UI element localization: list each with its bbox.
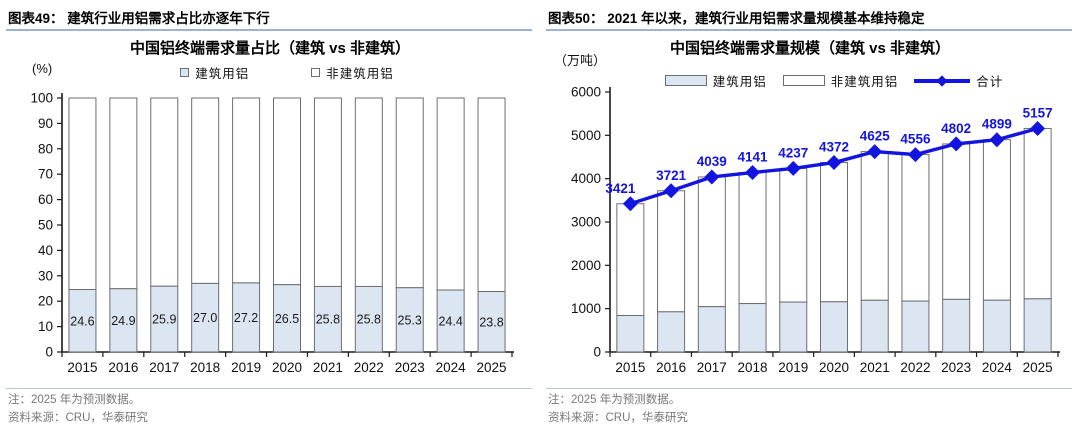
- svg-text:3000: 3000: [571, 215, 601, 230]
- svg-text:30: 30: [38, 268, 53, 283]
- svg-text:6000: 6000: [571, 85, 601, 100]
- legend-label-building: 建筑用铝: [195, 67, 250, 81]
- svg-text:2019: 2019: [231, 360, 261, 375]
- figure-50-panel: 图表50： 2021 年以来，建筑行业用铝需求量规模基本维持稳定 中国铝终端需求…: [540, 0, 1080, 431]
- svg-text:2018: 2018: [738, 360, 768, 375]
- svg-text:3421: 3421: [605, 181, 636, 196]
- svg-text:2016: 2016: [656, 360, 686, 375]
- svg-text:4372: 4372: [819, 140, 849, 155]
- building-aluminum-swatch-icon: [180, 68, 190, 77]
- svg-text:4899: 4899: [982, 117, 1012, 132]
- svg-text:4000: 4000: [571, 171, 601, 186]
- svg-text:2000: 2000: [571, 258, 601, 273]
- svg-text:2024: 2024: [436, 360, 467, 375]
- svg-text:2020: 2020: [819, 360, 849, 375]
- heading-divider: [6, 29, 532, 31]
- figure-50-note: 注：2025 年为预测数据。: [548, 394, 681, 406]
- svg-text:1000: 1000: [571, 301, 601, 316]
- svg-text:0: 0: [593, 345, 601, 360]
- total-line-swatch-icon: [914, 74, 971, 87]
- svg-text:2021: 2021: [860, 360, 890, 375]
- svg-text:24.6: 24.6: [70, 314, 94, 328]
- svg-text:2016: 2016: [108, 360, 138, 375]
- svg-text:4625: 4625: [860, 129, 891, 144]
- svg-text:100: 100: [30, 91, 53, 106]
- svg-text:24.4: 24.4: [438, 315, 462, 329]
- svg-text:0: 0: [45, 345, 53, 360]
- svg-text:25.9: 25.9: [152, 313, 176, 327]
- chart-title-share: 中国铝终端需求量占比（建筑 vs 非建筑）: [129, 40, 411, 57]
- svg-text:2025: 2025: [477, 360, 507, 375]
- figure-49-panel: 图表49： 建筑行业用铝需求占比亦逐年下行 中国铝终端需求量占比（建筑 vs 非…: [6, 11, 532, 424]
- svg-text:2022: 2022: [900, 360, 930, 375]
- svg-text:3721: 3721: [656, 168, 687, 183]
- legend-share-chart: 建筑用铝 非建筑用铝: [62, 63, 512, 82]
- legend-item-nonbuilding: 非建筑用铝: [782, 71, 899, 90]
- legend-item-nonbuilding: 非建筑用铝: [311, 63, 394, 82]
- svg-text:2018: 2018: [190, 360, 220, 375]
- svg-text:5157: 5157: [1023, 106, 1053, 121]
- svg-text:25.8: 25.8: [316, 313, 340, 327]
- svg-text:4039: 4039: [697, 154, 727, 169]
- building-aluminum-swatch-icon: [664, 75, 707, 86]
- legend-scale-chart: 建筑用铝 非建筑用铝 合计: [610, 71, 1058, 90]
- svg-text:2019: 2019: [778, 360, 808, 375]
- svg-text:10: 10: [38, 319, 53, 334]
- svg-text:20: 20: [38, 294, 53, 309]
- svg-text:2017: 2017: [697, 360, 727, 375]
- stacked-bar-chart-share: 0 10 20 30 40 50 60 70 80 90 100 2015 24.6 2016 24.9 20…: [30, 91, 514, 375]
- svg-text:2022: 2022: [354, 360, 384, 375]
- svg-text:80: 80: [38, 141, 53, 156]
- svg-text:90: 90: [38, 116, 53, 131]
- legend-label-total: 合计: [976, 75, 1004, 89]
- nonbuilding-aluminum-swatch-icon: [782, 75, 825, 86]
- figure-50-heading: 图表50： 2021 年以来，建筑行业用铝需求量规模基本维持稳定: [548, 11, 925, 26]
- svg-text:4556: 4556: [900, 132, 931, 147]
- stacked-bar-line-chart-scale: 0 1000 2000 3000 4000 5000 6000 2015 2016 2017 201…: [571, 85, 1060, 375]
- legend-item-building: 建筑用铝: [664, 71, 767, 90]
- svg-text:4141: 4141: [738, 150, 769, 165]
- svg-text:4802: 4802: [941, 121, 971, 136]
- legend-item-building: 建筑用铝: [180, 63, 249, 82]
- legend-label-nonbuilding: 非建筑用铝: [830, 75, 899, 89]
- svg-text:2025: 2025: [1023, 360, 1053, 375]
- svg-text:60: 60: [38, 192, 53, 207]
- legend-label-building: 建筑用铝: [712, 75, 767, 89]
- svg-text:23.8: 23.8: [479, 315, 503, 329]
- y-axis-unit-label: (%): [32, 61, 53, 76]
- legend-label-nonbuilding: 非建筑用铝: [326, 67, 394, 81]
- chart-title-scale: 中国铝终端需求量规模（建筑 vs 非建筑）: [669, 40, 951, 57]
- svg-text:25.8: 25.8: [357, 313, 381, 327]
- legend-item-total: 合计: [914, 71, 1003, 90]
- svg-text:25.3: 25.3: [398, 313, 422, 327]
- footer-divider: [546, 388, 1072, 389]
- svg-text:26.5: 26.5: [275, 312, 299, 326]
- svg-text:24.9: 24.9: [111, 314, 135, 328]
- svg-text:40: 40: [38, 243, 53, 258]
- figure-49-note: 注：2025 年为预测数据。: [8, 394, 141, 406]
- svg-text:2015: 2015: [67, 360, 97, 375]
- svg-text:5000: 5000: [571, 128, 601, 143]
- svg-text:2020: 2020: [272, 360, 302, 375]
- figure-50-source: 资料来源：CRU，华泰研究: [548, 412, 688, 424]
- y-axis-unit-label: （万吨）: [554, 53, 607, 68]
- heading-divider: [546, 29, 1072, 31]
- svg-text:2024: 2024: [982, 360, 1013, 375]
- figure-49-heading: 图表49： 建筑行业用铝需求占比亦逐年下行: [8, 11, 270, 26]
- footer-divider: [6, 388, 532, 389]
- svg-text:27.0: 27.0: [193, 311, 217, 325]
- svg-text:4237: 4237: [778, 145, 808, 160]
- nonbuilding-aluminum-swatch-icon: [311, 68, 321, 77]
- svg-text:2023: 2023: [395, 360, 425, 375]
- figure-49-source: 资料来源：CRU，华泰研究: [8, 412, 148, 424]
- svg-text:2017: 2017: [149, 360, 179, 375]
- svg-text:2023: 2023: [941, 360, 971, 375]
- svg-text:2015: 2015: [615, 360, 645, 375]
- svg-text:2021: 2021: [313, 360, 343, 375]
- svg-text:70: 70: [38, 167, 53, 182]
- svg-text:50: 50: [38, 218, 53, 233]
- svg-text:27.2: 27.2: [234, 311, 258, 325]
